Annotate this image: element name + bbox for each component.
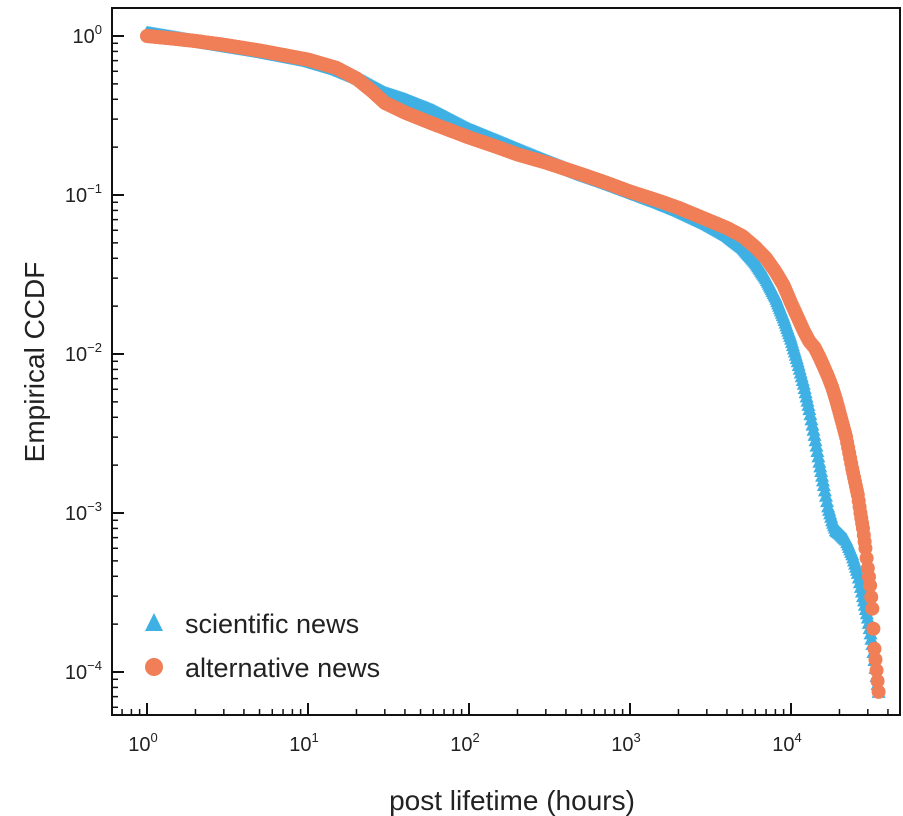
y-tick-label: 10−1	[65, 181, 102, 207]
y-axis: 100 10−1 10−2 10−3 10−4	[65, 22, 124, 709]
alternative-news-point	[867, 641, 882, 656]
scientific-news-point	[807, 427, 822, 441]
alternative-news-point	[868, 652, 883, 667]
x-tick-label: 100	[128, 730, 157, 756]
scientific-news-point	[808, 433, 823, 447]
alternative-news-point	[871, 684, 886, 699]
scientific-news-point	[864, 631, 879, 645]
scientific-news-point	[811, 449, 826, 463]
y-tick-label: 100	[73, 22, 102, 48]
y-axis-title: Empirical CCDF	[19, 262, 50, 463]
scientific-news-point	[816, 478, 831, 492]
x-tick-label: 101	[289, 730, 318, 756]
data-points	[140, 25, 886, 699]
alternative-news-point	[865, 601, 880, 616]
alternative-news-point	[864, 590, 879, 605]
y-tick-label: 10−4	[65, 658, 102, 684]
y-tick-label: 10−3	[65, 499, 102, 525]
legend: scientific news alternative news	[145, 609, 380, 683]
alternative-news-point	[863, 578, 878, 593]
legend-label-scientific-news: scientific news	[185, 609, 359, 639]
scientific-news-point	[810, 444, 825, 458]
x-tick-label: 103	[611, 730, 640, 756]
x-tick-label: 104	[772, 730, 801, 756]
scientific-news-point	[817, 483, 832, 497]
x-tick-label: 102	[450, 730, 479, 756]
legend-marker-alternative-news	[145, 658, 163, 676]
alternative-news-point	[870, 674, 885, 689]
alternative-news-point	[869, 663, 884, 678]
legend-marker-scientific-news	[145, 613, 163, 631]
x-axis-title: post lifetime (hours)	[389, 785, 635, 816]
scientific-news-point	[818, 488, 833, 502]
x-axis: 100 101 102 103 104	[121, 703, 889, 756]
scientific-news-point	[820, 494, 835, 508]
alternative-news-point	[866, 621, 881, 636]
scientific-news-point	[860, 610, 875, 624]
y-tick-label: 10−2	[65, 340, 102, 366]
legend-label-alternative-news: alternative news	[185, 653, 380, 683]
scientific-news-point	[809, 438, 824, 452]
